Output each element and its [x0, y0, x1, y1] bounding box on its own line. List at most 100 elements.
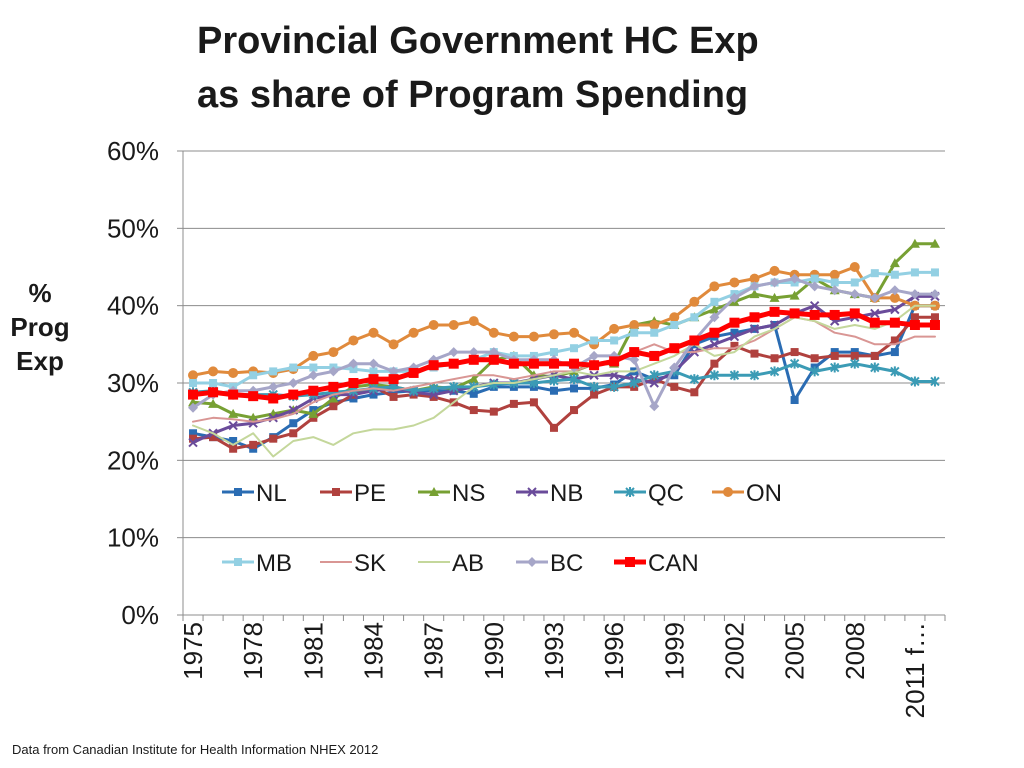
data-point-bc [649, 401, 660, 412]
data-point-pe [269, 434, 278, 443]
data-point-nb [188, 437, 198, 448]
data-point-bc [288, 378, 299, 388]
data-point-pe [469, 406, 478, 415]
data-point-mb [309, 363, 318, 372]
data-point-nb [649, 378, 659, 388]
data-point-nb [228, 420, 238, 431]
data-point-bc [849, 289, 860, 300]
data-point-qc [549, 375, 559, 386]
data-point-qc [930, 376, 940, 387]
data-point-pe [590, 390, 599, 399]
data-point-pe [830, 351, 839, 360]
legend-swatch-marker-bc [527, 557, 537, 567]
data-point-mb [690, 313, 699, 322]
data-point-on [448, 320, 459, 330]
data-point-can [248, 391, 259, 402]
data-point-qc [689, 374, 700, 385]
x-tick-label: 1999 [659, 622, 689, 680]
chart-title-line-2: as share of Program Spending [197, 74, 749, 116]
data-point-qc [589, 381, 599, 392]
data-point-mb [289, 363, 298, 372]
data-point-can [849, 308, 860, 319]
x-tick-label: 2011 f… [900, 622, 930, 718]
x-tick-label: 1978 [238, 622, 268, 680]
data-point-bc [909, 289, 920, 300]
data-point-bc [869, 292, 880, 303]
data-point-can [188, 389, 199, 400]
legend-item-bc: BC [516, 550, 583, 577]
legend-label-ab: AB [452, 550, 484, 577]
data-point-on [328, 347, 339, 358]
legend-label-on: ON [746, 480, 782, 507]
data-point-can [609, 356, 620, 367]
legend-item-sk: SK [320, 550, 386, 577]
data-point-can [448, 358, 459, 369]
data-point-qc [449, 381, 459, 392]
data-point-can [589, 360, 600, 371]
data-point-bc [328, 366, 339, 377]
data-point-qc [870, 362, 880, 373]
data-point-qc [629, 378, 639, 388]
legend-label-qc: QC [648, 480, 684, 507]
data-point-can [769, 306, 780, 317]
data-point-ns [889, 258, 900, 268]
y-axis-label-line-1: % [28, 278, 52, 308]
data-point-qc [749, 370, 760, 381]
data-point-on [629, 320, 640, 330]
data-point-on [228, 367, 239, 378]
data-point-on [689, 296, 700, 307]
data-point-can [308, 385, 319, 396]
data-point-nb [749, 324, 760, 334]
data-point-mb [890, 270, 899, 279]
data-point-bc [468, 347, 479, 358]
legend-item-can: CAN [614, 550, 699, 577]
legend-label-pe: PE [354, 480, 386, 507]
y-axis-label: % Prog Exp [2, 276, 78, 378]
legend-item-nl: NL [222, 480, 287, 507]
data-point-qc [649, 370, 659, 381]
legend-swatch-marker-nb [527, 487, 537, 497]
data-point-bc [889, 285, 900, 296]
legend: NL PE NS NB QC ON MB SK AB BC CAN [222, 480, 782, 577]
data-point-can [328, 381, 339, 392]
legend-label-nb: NB [550, 480, 583, 507]
data-point-on [649, 320, 660, 330]
data-point-pe [289, 429, 298, 438]
data-point-bc [488, 347, 499, 358]
data-point-bc [709, 312, 720, 323]
data-point-qc [569, 374, 579, 385]
y-tick-label: 30% [107, 368, 159, 398]
data-point-pe [670, 382, 679, 391]
data-point-bc [368, 358, 379, 369]
data-point-can [348, 378, 359, 388]
data-point-on [569, 327, 580, 338]
data-point-bc [829, 285, 840, 296]
y-tick-label: 0% [121, 600, 159, 630]
data-point-bc [388, 366, 399, 377]
data-point-qc [709, 370, 720, 381]
data-point-mb [189, 379, 198, 387]
data-point-mb [630, 328, 639, 337]
x-tick-label: 1987 [419, 622, 449, 680]
data-point-qc [729, 370, 740, 381]
x-tick-label: 2005 [780, 622, 810, 680]
legend-swatch-marker-pe [332, 488, 340, 496]
data-point-bc [789, 273, 800, 284]
data-point-can [689, 335, 700, 346]
data-point-nb [809, 300, 820, 311]
data-point-pe [890, 336, 899, 345]
legend-item-qc: QC [614, 480, 684, 507]
data-point-ns [468, 374, 479, 384]
legend-item-ns: NS [418, 480, 485, 507]
data-point-qc [609, 381, 619, 392]
data-point-can [388, 374, 399, 385]
y-axis-label-line-2: Prog [10, 312, 70, 342]
data-point-can [288, 389, 299, 400]
data-point-can [789, 308, 800, 319]
data-point-pe [770, 354, 779, 363]
data-point-bc [729, 292, 740, 303]
data-point-on [508, 331, 519, 342]
series-lines [188, 238, 940, 458]
data-point-bc [769, 277, 780, 288]
data-point-mb [549, 348, 558, 357]
